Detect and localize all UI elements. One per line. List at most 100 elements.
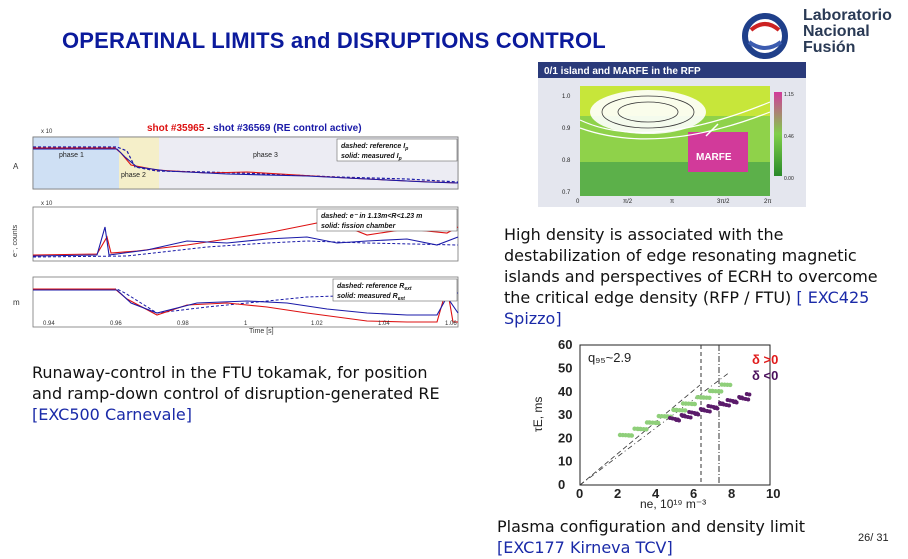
marfe-label: MARFE [696,152,732,163]
point-delta-neg [734,400,739,405]
rfp-cbar-tick: 0.46 [784,134,794,140]
caption-left-text: Runaway-control in the FTU tokamak, for … [32,363,440,403]
panel1-ylabel: A [13,162,19,171]
point-delta-neg [707,409,712,414]
x-tick-label: 0.94 [43,321,55,327]
x-tick-label: 1.04 [378,321,390,327]
point-delta-neg [727,403,731,408]
panel3-legend-ref: dashed: reference Rext [337,283,412,292]
tau-x-tick: 10 [766,486,780,501]
tau-x-tick: 0 [576,486,583,501]
x-tick-label: 0.96 [110,321,122,327]
phase-3-label: phase 3 [253,152,278,159]
phase-1-label: phase 1 [59,152,84,159]
header-shot-b: shot #36569 (RE control active) [213,123,361,134]
rfp-y-tick: 0.7 [562,190,571,196]
logo-line-2: Nacional [803,23,870,40]
x-axis-label: Time [s] [249,328,274,335]
panel2-legend-2: solid: fission chamber [321,223,397,230]
tau-y-tick: 40 [558,384,572,399]
rfp-x-tick: π/2 [623,199,633,205]
rfp-cbar-tick: 1.15 [784,92,794,98]
ftu-runaway-figure: shot #35965 - shot #36569 (RE control ac… [7,117,490,335]
point-delta-pos [644,427,649,432]
panel2-legend-1: dashed: e⁻ in 1.13m<R<1.23 m [321,213,422,220]
rfp-island-figure: 0/1 island and MARFE in the RFP MARFE 0 π… [538,62,806,207]
x-axis-ticks: 0.94 0.96 0.98 1 1.02 1.04 1.06 [43,321,457,327]
point-delta-pos [692,401,697,407]
panel3-legend-meas: solid: measured Rext [337,293,405,302]
tau-x-tick: 8 [728,486,735,501]
tau-y-tick: 60 [558,340,572,352]
point-delta-neg [747,392,752,397]
tau-y-tick: 50 [558,361,572,376]
rfp-y-tick: 0.9 [562,126,571,132]
point-delta-neg [677,418,681,423]
tau-x-tick: 2 [614,486,621,501]
point-delta-pos [683,408,688,413]
tau-data-points [617,382,752,438]
panel1-exponent: x 10 [41,129,53,135]
rfp-cbar-tick: 0.00 [784,176,794,182]
tau-x-tick: 6 [690,486,697,501]
tau-y-tick: 0 [558,477,565,492]
rfp-y-tick: 1.0 [562,94,571,100]
panel1-legend-ref: dashed: reference Ip [341,143,408,152]
header-separator: - [204,123,213,134]
tau-y-tick: 10 [558,454,572,469]
legend-delta-neg: δ <0 [752,368,778,383]
panel2-exponent: x 10 [41,201,53,207]
panel-plasma-current: x 10 A phase 1 phase 2 phase 3 dashed: r… [13,129,459,190]
rfp-header: 0/1 island and MARFE in the RFP [544,66,701,77]
logo-wordmark: Laboratorio Nacional Fusión [803,8,892,56]
slide-title: OPERATINAL LIMITS and DISRUPTIONS CONTRO… [62,28,606,53]
point-delta-pos [653,420,659,426]
panel2-ylabel: e⁻, counts [12,224,19,257]
point-delta-neg [715,406,720,411]
legend-delta-pos: δ >0 [752,352,778,367]
point-delta-neg [688,415,693,420]
tau-axis-ticks: 0 2 4 6 8 10 0 10 20 30 40 50 60 [558,340,780,501]
rfp-y-tick: 0.8 [562,158,571,164]
panel1-legend-meas: solid: measured Ip [341,153,402,162]
caption-bottom: Plasma configuration and density limit [… [497,516,837,558]
caption-bottom-text: Plasma configuration and density limit [497,517,806,536]
q95-annotation: q₉₅~2.9 [588,350,631,365]
tau-x-tick: 4 [652,486,660,501]
point-delta-pos [716,389,722,394]
panel-runaway-electrons: x 10 e⁻, counts dashed: e⁻ in 1.13m<R<1.… [12,201,459,262]
tau-y-tick: 30 [558,407,572,422]
caption-bottom-ref[interactable]: [EXC177 Kirneva TCV] [497,538,673,557]
caption-right-ref[interactable]: [ EXC425 Spizzo] [504,288,870,328]
point-delta-pos [629,433,634,438]
rfp-x-tick: 3π/2 [717,199,730,205]
rfp-x-tick: 2π [764,199,771,205]
caption-left-ref[interactable]: [EXC500 Carnevale] [32,405,193,424]
confinement-time-figure: q₉₅~2.9 δ >0 δ <0 τE, ms ne, 10¹⁹ m⁻³ 0 2… [531,340,780,510]
phase-2-label: phase 2 [121,172,146,179]
page-number: 26/ 31 [858,532,889,544]
tau-ylabel: τE, ms [531,397,545,432]
tau-xlabel: ne, 10¹⁹ m⁻³ [640,497,706,510]
logo-line-3: Fusión [803,39,856,56]
caption-left: Runaway-control in the FTU tokamak, for … [32,362,452,425]
point-delta-pos [707,395,712,400]
header-shot-a: shot #35965 [147,123,205,134]
lnf-logo [742,13,788,59]
rfp-x-tick: 0 [576,199,580,205]
rfp-x-tick: π [670,199,674,205]
header-text: shot #35965 - shot #36569 (RE control ac… [147,123,362,134]
x-tick-label: 1.02 [311,321,323,327]
rfp-axis-ticks: 0 π/2 π 3π/2 2π 1.0 0.9 0.8 0.7 1.15 0.46 0.00 [562,92,794,205]
x-tick-label: 1.06 [445,321,457,327]
x-tick-label: 0.98 [177,321,189,327]
point-delta-neg [746,397,751,402]
caption-right-text: High density is associated with the dest… [504,225,878,307]
logo-line-1: Laboratorio [803,7,892,24]
panel3-ylabel: m [13,298,20,307]
tau-y-tick: 20 [558,430,572,445]
point-delta-neg [696,412,701,417]
caption-right: High density is associated with the dest… [504,224,899,329]
point-delta-pos [728,382,733,388]
x-tick-label: 1 [244,321,248,327]
